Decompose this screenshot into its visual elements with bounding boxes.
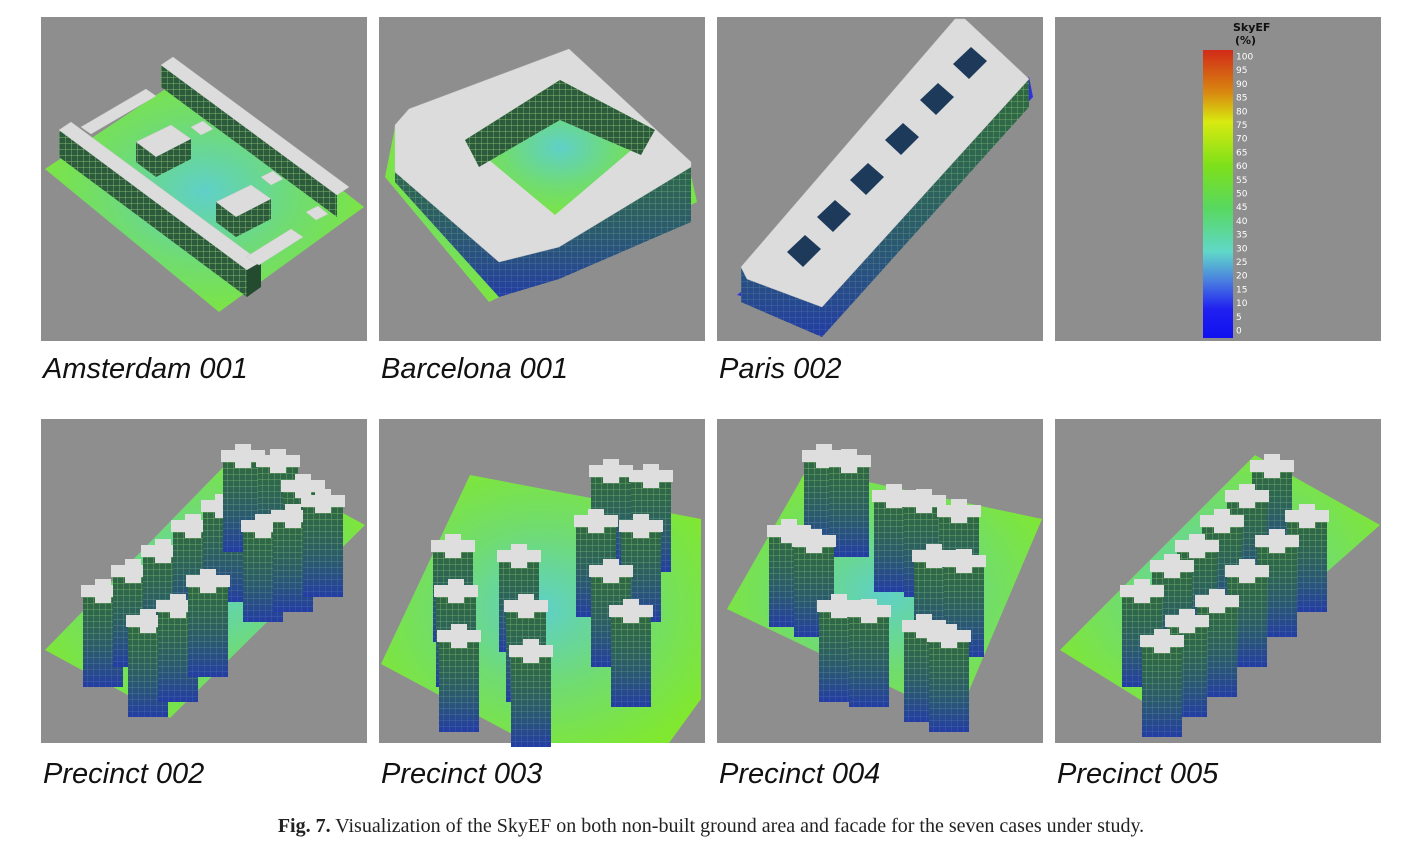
colorbar-tick-label: 70 — [1236, 135, 1248, 145]
render-panel — [41, 17, 367, 341]
panel-label: Precinct 004 — [719, 758, 880, 790]
colorbar-tick-label: 60 — [1236, 162, 1248, 172]
render-panel — [41, 419, 367, 743]
figure-caption: Fig. 7. Visualization of the SkyEF on bo… — [278, 815, 1144, 837]
colorbar-tick-label: 100 — [1236, 53, 1253, 63]
legend-title: SkyEF — [1233, 21, 1270, 34]
legend-unit: (%) — [1235, 34, 1256, 47]
colorbar-tick-label: 85 — [1236, 94, 1247, 104]
colorbar-tick-label: 35 — [1236, 231, 1247, 241]
colorbar-tick-label: 40 — [1236, 217, 1248, 227]
render-panel — [379, 419, 705, 747]
render-panel — [1055, 419, 1381, 743]
legend-panel: SkyEF (%) 100959085807570656055504540353… — [1055, 17, 1381, 341]
panel-label: Precinct 003 — [381, 758, 542, 790]
colorbar-tick-label: 30 — [1236, 244, 1248, 254]
render-panel — [717, 419, 1043, 743]
panel-labels: Amsterdam 001 Barcelona 001 Paris 002 Preci… — [41, 353, 1219, 790]
colorbar-tick-label: 65 — [1236, 148, 1247, 158]
panel-label: Amsterdam 001 — [41, 353, 248, 385]
render-panel — [717, 17, 1043, 341]
caption-label: Fig. 7. — [278, 815, 331, 837]
colorbar-tick-label: 55 — [1236, 176, 1247, 186]
colorbar-tick-label: 80 — [1236, 107, 1248, 117]
panel-label: Precinct 005 — [1057, 758, 1219, 790]
panel-label: Barcelona 001 — [381, 353, 568, 385]
panel-label: Precinct 002 — [43, 758, 204, 790]
colorbar — [1203, 50, 1233, 338]
colorbar-tick-label: 10 — [1236, 299, 1248, 309]
colorbar-tick-label: 90 — [1236, 80, 1248, 90]
colorbar-tick-label: 25 — [1236, 258, 1247, 268]
panel-label: Paris 002 — [719, 353, 842, 385]
colorbar-tick-label: 5 — [1236, 313, 1242, 323]
colorbar-tick-label: 95 — [1236, 66, 1247, 76]
caption-text: Visualization of the SkyEF on both non-b… — [331, 815, 1145, 837]
colorbar-tick-label: 45 — [1236, 203, 1247, 213]
render-panel — [379, 17, 705, 341]
colorbar-tick-label: 75 — [1236, 121, 1247, 131]
colorbar-tick-label: 50 — [1236, 190, 1248, 200]
colorbar-tick-label: 20 — [1236, 272, 1248, 282]
colorbar-tick-label: 15 — [1236, 285, 1247, 295]
colorbar-tick-label: 0 — [1236, 327, 1242, 337]
